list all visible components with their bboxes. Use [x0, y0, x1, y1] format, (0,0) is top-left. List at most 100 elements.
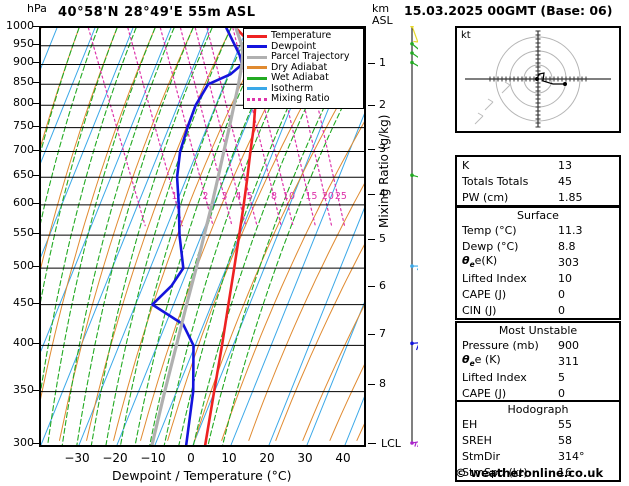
copyright-notice: © weatheronline.co.uk [455, 466, 604, 480]
legend-item: Isotherm [247, 82, 360, 95]
legend: Temperature Dewpoint Parcel Trajectory Dry … [243, 28, 364, 109]
hodograph: kt [455, 26, 621, 133]
temperature-tick-label: −20 [102, 451, 128, 465]
table-row: SREH 58 [457, 432, 619, 448]
table-row-value: 0 [558, 303, 565, 317]
pressure-tick-label: 850 [13, 75, 34, 89]
table-row: EH 55 [457, 416, 619, 432]
mixing-ratio-label: 1 [172, 191, 178, 202]
pressure-tick [33, 125, 39, 127]
mixing-ratio-label: 2 [202, 191, 208, 202]
table-row-key: Lifted Index [462, 271, 527, 285]
pressure-tick [33, 175, 39, 177]
table-row-value: 16 [558, 465, 572, 479]
pressure-tick-label: 300 [13, 436, 34, 449]
altitude-tick [368, 193, 375, 195]
wind-barb [410, 441, 418, 447]
temperature-tick-label: 40 [335, 451, 351, 465]
table-row-key: SREH [462, 433, 492, 447]
legend-label: Dry Adiabat [271, 61, 328, 73]
hodograph-stats-table: Hodograph EH 55 SREH 58 StmDir 314° StmSpd (kt)… [455, 400, 621, 482]
pressure-tick [33, 43, 39, 45]
table-row-value: 0 [558, 386, 565, 400]
pressure-tick [33, 343, 39, 345]
hodograph-table-title: Hodograph [507, 403, 569, 416]
wind-barb [410, 41, 418, 59]
pressure-tick-label: 800 [13, 96, 34, 110]
table-row: Dewp (°C) 8.8 [457, 238, 619, 254]
pressure-tick-label: 1000 [6, 19, 34, 32]
legend-item: Dewpoint [247, 40, 360, 53]
hodograph-wind-barb [484, 98, 494, 111]
station-title: 40°58'N 28°49'E 55m ASL [58, 5, 256, 20]
table-row-key: Lifted Index [462, 370, 527, 384]
pressure-tick [33, 26, 39, 27]
temperature-tick-label: 20 [259, 451, 275, 465]
table-row-value: 45 [558, 174, 572, 188]
table-row-value: 303 [558, 255, 579, 269]
table-row: StmDir 314° [457, 448, 619, 464]
altitude-tick [368, 62, 375, 64]
legend-color-swatch [247, 45, 267, 49]
hodograph-wind-barb [501, 81, 511, 94]
wind-barb [410, 60, 418, 67]
date-stamp: 15.03.2025 00GMT (Base: 06) [404, 3, 613, 18]
legend-label: Dewpoint [271, 40, 317, 52]
temperature-tick-label: −30 [64, 451, 90, 465]
table-row: StmSpd (kt) 16 [457, 464, 619, 480]
pressure-tick-label: 450 [13, 295, 34, 309]
pressure-tick-label: 700 [13, 142, 34, 156]
table-row: θee (K) 311 [457, 353, 619, 369]
table-row-key: θee (K) [462, 353, 501, 369]
temperature-tick-label: 10 [221, 451, 237, 465]
pressure-tick-label: 550 [13, 226, 34, 240]
altitude-tick-label: 8 [379, 376, 386, 390]
pressure-tick-label: 500 [13, 259, 34, 273]
pressure-tick [33, 82, 39, 84]
legend-label: Isotherm [271, 82, 314, 94]
table-row-key: Pressure (mb) [462, 338, 539, 352]
table-row: CAPE (J) 0 [457, 286, 619, 302]
legend-color-swatch [247, 66, 267, 70]
wind-barb [410, 341, 418, 351]
table-row-value: 1.85 [558, 190, 583, 204]
table-row-value: 0 [558, 287, 565, 301]
pressure-tick-label: 350 [13, 382, 34, 396]
pressure-tick [33, 389, 39, 391]
altitude-tick [368, 383, 375, 385]
mixing-ratio-label: 20 [322, 191, 334, 202]
legend-item: Wet Adiabat [247, 73, 360, 84]
table-row-value: 55 [558, 417, 572, 431]
altitude-axis-datum: ASL [372, 14, 393, 27]
altitude-tick-label: 2 [379, 98, 386, 112]
altitude-tick-label: 7 [379, 327, 386, 341]
table-row-key: CAPE (J) [462, 287, 507, 301]
altitude-tick [368, 239, 375, 241]
legend-label: Mixing Ratio [271, 93, 330, 105]
pressure-tick-label: 900 [13, 55, 34, 69]
mixing-ratio-label: 25 [335, 191, 347, 202]
wind-barb [410, 26, 418, 43]
pressure-tick [33, 443, 39, 444]
legend-color-swatch [247, 55, 267, 59]
stability-indices-table: K 13 Totals Totals 45 PW (cm) 1.85 [455, 155, 621, 207]
pressure-tick [33, 302, 39, 304]
altitude-tick [368, 105, 375, 107]
pressure-tick-label: 650 [13, 168, 34, 182]
mixing-ratio-axis-title: Mixing Ratio (g/kg) [377, 114, 391, 228]
table-row: K 13 [457, 157, 619, 173]
legend-label: Wet Adiabat [271, 72, 329, 84]
table-row-key: Totals Totals [462, 174, 529, 188]
altitude-tick [368, 334, 375, 336]
pressure-tick [33, 202, 39, 204]
wind-barb [410, 173, 418, 178]
table-row-value: 13 [558, 158, 572, 172]
altitude-tick-label: 1 [379, 55, 386, 69]
table-row-value: 10 [558, 271, 572, 285]
table-row: CAPE (J) 0 [457, 385, 619, 401]
table-row: CIN (J) 0 [457, 302, 619, 318]
mixing-ratio-label: 15 [305, 191, 317, 202]
table-row-key: Dewp (°C) [462, 239, 519, 253]
table-row-key: θee(K) [462, 254, 498, 270]
table-row-value: 314° [558, 449, 585, 463]
